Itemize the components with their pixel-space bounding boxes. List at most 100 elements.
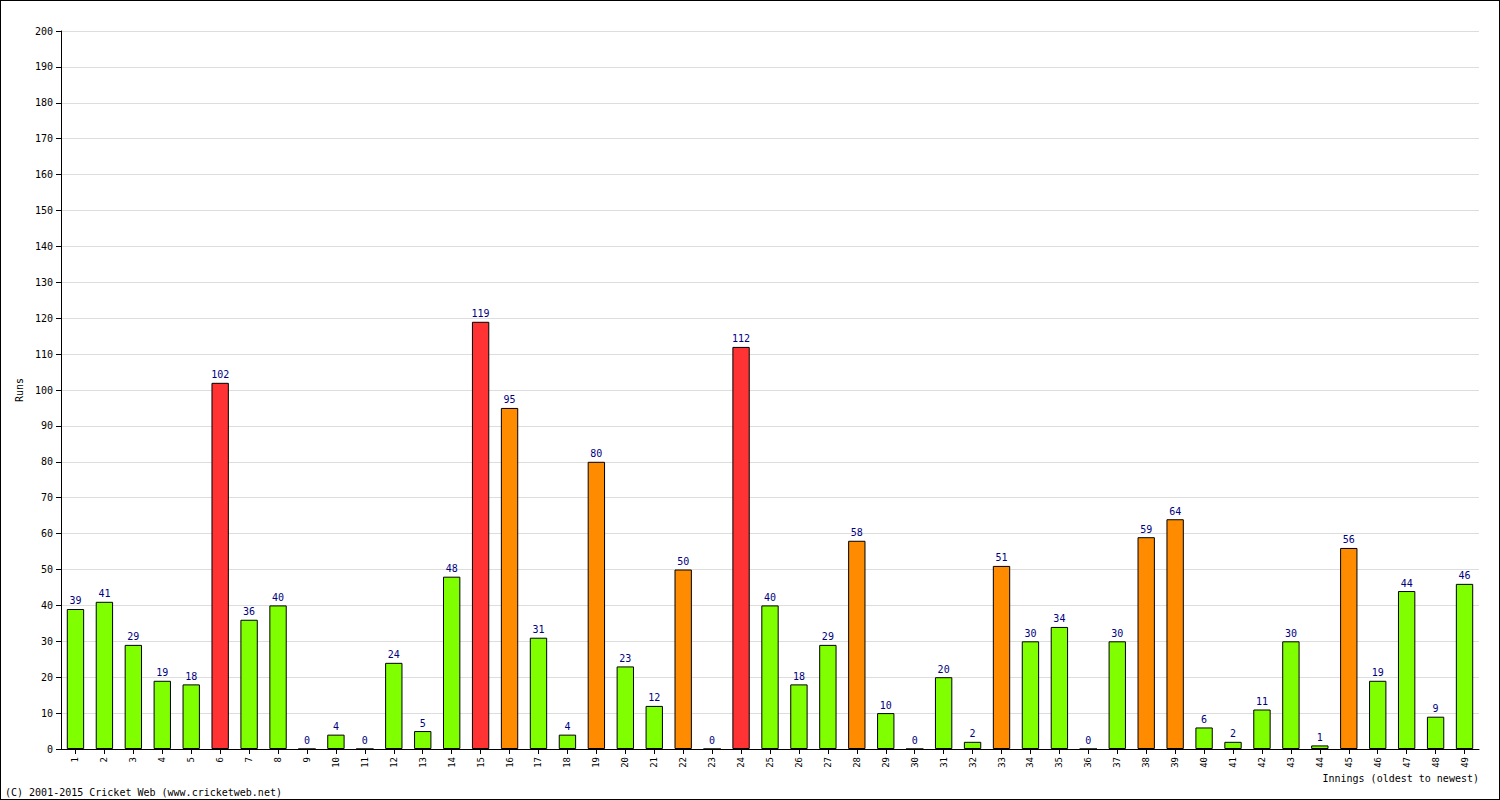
svg-text:2: 2 (970, 728, 976, 739)
svg-text:5: 5 (186, 757, 196, 762)
svg-text:40: 40 (1199, 757, 1209, 768)
svg-text:18: 18 (793, 671, 805, 682)
svg-text:70: 70 (41, 492, 53, 503)
svg-text:1: 1 (1317, 732, 1323, 743)
svg-text:180: 180 (35, 97, 53, 108)
svg-text:38: 38 (1141, 757, 1151, 768)
svg-text:43: 43 (1286, 757, 1296, 768)
svg-text:Innings (oldest to newest): Innings (oldest to newest) (1322, 773, 1479, 784)
svg-text:51: 51 (995, 552, 1007, 563)
svg-text:(C) 2001-2015 Cricket Web (www: (C) 2001-2015 Cricket Web (www.cricketwe… (5, 787, 282, 798)
svg-text:120: 120 (35, 313, 53, 324)
svg-text:46: 46 (1459, 570, 1471, 581)
svg-text:30: 30 (910, 757, 920, 768)
svg-text:30: 30 (41, 636, 53, 647)
svg-text:112: 112 (732, 333, 750, 344)
svg-text:32: 32 (968, 757, 978, 768)
svg-text:0: 0 (912, 735, 918, 746)
svg-text:41: 41 (1228, 757, 1238, 768)
svg-text:9: 9 (302, 757, 312, 762)
svg-text:7: 7 (244, 757, 254, 762)
svg-text:23: 23 (619, 653, 631, 664)
svg-text:41: 41 (98, 588, 110, 599)
svg-text:44: 44 (1401, 578, 1413, 589)
svg-text:19: 19 (1372, 667, 1384, 678)
svg-text:2: 2 (1230, 728, 1236, 739)
svg-text:23: 23 (707, 757, 717, 768)
svg-text:20: 20 (938, 664, 950, 675)
svg-text:12: 12 (648, 692, 660, 703)
svg-text:13: 13 (418, 757, 428, 768)
svg-text:30: 30 (1111, 628, 1123, 639)
svg-text:200: 200 (35, 26, 53, 37)
svg-text:44: 44 (1315, 757, 1325, 768)
svg-text:8: 8 (273, 757, 283, 762)
svg-text:39: 39 (1170, 757, 1180, 768)
svg-text:18: 18 (185, 671, 197, 682)
svg-text:0: 0 (709, 735, 715, 746)
svg-text:130: 130 (35, 277, 53, 288)
svg-text:10: 10 (41, 708, 53, 719)
svg-text:19: 19 (156, 667, 168, 678)
svg-text:0: 0 (362, 735, 368, 746)
svg-text:40: 40 (41, 600, 53, 611)
svg-text:100: 100 (35, 385, 53, 396)
svg-text:Runs: Runs (14, 378, 25, 402)
svg-text:0: 0 (47, 744, 53, 755)
svg-text:90: 90 (41, 420, 53, 431)
svg-text:22: 22 (678, 757, 688, 768)
svg-text:19: 19 (591, 757, 601, 768)
svg-text:110: 110 (35, 349, 53, 360)
svg-text:11: 11 (360, 757, 370, 768)
svg-text:25: 25 (765, 757, 775, 768)
svg-text:50: 50 (41, 564, 53, 575)
svg-text:59: 59 (1140, 524, 1152, 535)
svg-text:29: 29 (881, 757, 891, 768)
svg-text:24: 24 (736, 757, 746, 768)
svg-text:35: 35 (1054, 757, 1064, 768)
svg-text:80: 80 (590, 448, 602, 459)
svg-text:20: 20 (620, 757, 630, 768)
svg-text:14: 14 (447, 757, 457, 768)
svg-text:46: 46 (1373, 757, 1383, 768)
svg-text:17: 17 (533, 757, 543, 768)
svg-text:29: 29 (822, 631, 834, 642)
svg-text:33: 33 (997, 757, 1007, 768)
svg-text:24: 24 (388, 649, 400, 660)
svg-text:150: 150 (35, 205, 53, 216)
svg-text:40: 40 (764, 592, 776, 603)
svg-text:39: 39 (69, 595, 81, 606)
svg-text:170: 170 (35, 133, 53, 144)
svg-text:42: 42 (1257, 757, 1267, 768)
svg-text:20: 20 (41, 672, 53, 683)
svg-text:48: 48 (446, 563, 458, 574)
svg-text:48: 48 (1431, 757, 1441, 768)
svg-text:28: 28 (852, 757, 862, 768)
svg-text:16: 16 (505, 757, 515, 768)
svg-text:26: 26 (794, 757, 804, 768)
svg-text:190: 190 (35, 61, 53, 72)
svg-text:1: 1 (70, 757, 80, 762)
svg-text:58: 58 (851, 527, 863, 538)
svg-text:29: 29 (127, 631, 139, 642)
svg-text:34: 34 (1025, 757, 1035, 768)
svg-text:4: 4 (157, 757, 167, 762)
svg-text:11: 11 (1256, 696, 1268, 707)
svg-text:6: 6 (1201, 714, 1207, 725)
svg-text:4: 4 (333, 721, 339, 732)
svg-text:40: 40 (272, 592, 284, 603)
svg-text:21: 21 (649, 757, 659, 768)
svg-text:45: 45 (1344, 757, 1354, 768)
svg-text:12: 12 (389, 757, 399, 768)
svg-text:64: 64 (1169, 506, 1181, 517)
svg-text:56: 56 (1343, 534, 1355, 545)
svg-text:34: 34 (1053, 613, 1065, 624)
svg-text:18: 18 (562, 757, 572, 768)
svg-text:102: 102 (211, 369, 229, 380)
svg-text:10: 10 (880, 700, 892, 711)
svg-text:47: 47 (1402, 757, 1412, 768)
svg-text:30: 30 (1024, 628, 1036, 639)
svg-text:95: 95 (504, 394, 516, 405)
svg-text:6: 6 (215, 757, 225, 762)
svg-text:140: 140 (35, 241, 53, 252)
